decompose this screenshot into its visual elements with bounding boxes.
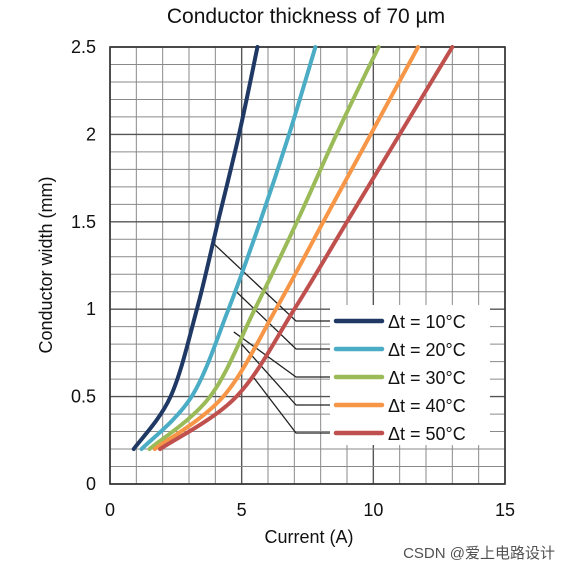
callout-line (233, 331, 330, 378)
x-tick-labels: 0 5 10 15 (105, 500, 515, 520)
chart-title: Conductor thickness of 70 µm (167, 5, 445, 28)
legend-label: Δt = 50°C (388, 424, 466, 444)
y-tick-label: 2 (86, 124, 96, 144)
y-tick-label: 2.5 (71, 37, 96, 57)
x-tick-label: 5 (237, 500, 247, 520)
y-tick-label: 0 (86, 474, 96, 494)
legend-label: Δt = 20°C (388, 340, 466, 360)
series-line (158, 45, 455, 452)
y-tick-labels: 0 0.5 1 1.5 2 2.5 (71, 37, 96, 494)
x-axis-label: Current (A) (264, 527, 353, 547)
y-tick-label: 0.5 (71, 387, 96, 407)
callout-line (235, 291, 330, 350)
series-line (131, 45, 260, 452)
x-tick-label: 10 (363, 500, 383, 520)
y-tick-label: 1.5 (71, 212, 96, 232)
callout-line (212, 242, 330, 322)
y-tick-label: 1 (86, 299, 96, 319)
watermark: CSDN @爱上电路设计 (403, 545, 555, 562)
x-tick-label: 0 (105, 500, 115, 520)
legend-label: Δt = 30°C (388, 368, 466, 388)
legend-label: Δt = 40°C (388, 396, 466, 416)
plot-border (109, 46, 506, 485)
series-lines (131, 45, 455, 452)
series-line (147, 45, 381, 452)
series-line (139, 45, 318, 452)
y-axis-label: Conductor width (mm) (36, 176, 56, 353)
callout-line (251, 375, 330, 434)
legend-label: Δt = 10°C (388, 312, 466, 332)
legend: Δt = 10°C Δt = 20°C Δt = 30°C Δt = 40°C Δt =… (333, 312, 466, 444)
x-tick-label: 15 (495, 500, 515, 520)
series-line (152, 45, 421, 452)
